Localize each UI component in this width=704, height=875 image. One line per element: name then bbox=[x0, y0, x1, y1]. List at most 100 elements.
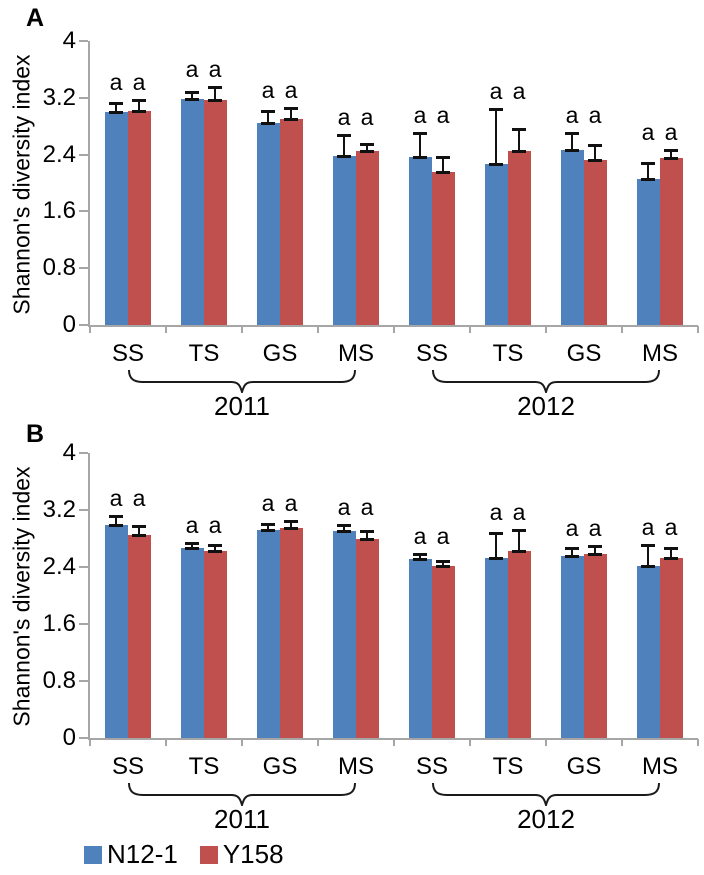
significance-letter: a bbox=[565, 515, 579, 542]
error-bar-cap-top bbox=[641, 543, 655, 547]
y-tick-mark bbox=[79, 40, 88, 42]
year-brace bbox=[432, 369, 660, 393]
bar-N12-1 bbox=[561, 556, 584, 738]
x-tick-mark bbox=[89, 739, 91, 746]
bar-Y158 bbox=[660, 158, 683, 325]
error-bar-stem bbox=[214, 544, 216, 552]
y-tick-label: 4 bbox=[62, 439, 76, 466]
error-bar-cap-top bbox=[261, 523, 275, 527]
significance-letter: a bbox=[436, 101, 450, 128]
year-brace bbox=[128, 782, 356, 806]
x-category-label: SS bbox=[415, 753, 448, 780]
error-bar-cap-top bbox=[261, 109, 275, 113]
error-bar-cap-top bbox=[109, 515, 123, 519]
error-bar-stem bbox=[366, 143, 368, 152]
error-bar-cap-bottom bbox=[360, 150, 374, 154]
error-bar-cap-bottom bbox=[565, 148, 579, 152]
error-bar-stem bbox=[442, 561, 444, 567]
x-category-label: SS bbox=[415, 340, 448, 367]
y-tick-label: 1.6 bbox=[42, 610, 76, 637]
significance-letter: a bbox=[132, 68, 146, 95]
error-bar-cap-bottom bbox=[132, 109, 146, 113]
y-tick-label: 2.4 bbox=[42, 553, 76, 580]
error-bar-stem bbox=[290, 107, 292, 120]
bar-Y158 bbox=[584, 554, 607, 738]
x-tick-mark bbox=[545, 739, 547, 746]
error-bar-cap-top bbox=[512, 528, 526, 532]
y-tick-mark bbox=[79, 566, 88, 568]
significance-letter: a bbox=[436, 523, 450, 550]
error-bar-stem bbox=[138, 99, 140, 111]
x-tick-mark bbox=[241, 326, 243, 333]
y-tick-mark bbox=[79, 153, 88, 156]
x-tick-mark bbox=[621, 326, 623, 333]
error-bar-stem bbox=[191, 542, 193, 549]
bar-N12-1 bbox=[105, 112, 128, 325]
error-bar-stem bbox=[518, 529, 520, 551]
error-bar-cap-bottom bbox=[109, 523, 123, 527]
error-bar-stem bbox=[495, 109, 497, 164]
y-tick-mark bbox=[79, 267, 88, 270]
error-bar-cap-top bbox=[208, 86, 222, 90]
bar-N12-1 bbox=[485, 557, 508, 738]
bar-Y158 bbox=[356, 539, 379, 738]
y-tick-label: 3.2 bbox=[42, 496, 76, 523]
error-bar-cap-bottom bbox=[588, 553, 602, 557]
error-bar-cap-bottom bbox=[284, 118, 298, 122]
x-tick-mark bbox=[241, 739, 243, 746]
y-tick-label: 0.8 bbox=[42, 667, 76, 694]
error-bar-stem bbox=[594, 546, 596, 555]
x-category-label: GS bbox=[262, 753, 298, 780]
bar-Y158 bbox=[660, 557, 683, 738]
error-bar-cap-top bbox=[360, 142, 374, 146]
error-bar-cap-top bbox=[132, 525, 146, 529]
significance-letter: a bbox=[185, 511, 199, 538]
y-tick-mark bbox=[79, 210, 88, 213]
error-bar-cap-bottom bbox=[185, 547, 199, 551]
error-bar-cap-bottom bbox=[337, 155, 351, 159]
bar-Y158 bbox=[508, 550, 531, 738]
error-bar-cap-top bbox=[664, 547, 678, 551]
bar-Y158 bbox=[432, 171, 455, 325]
y-tick-label: 4 bbox=[62, 27, 76, 54]
significance-letter: a bbox=[588, 515, 602, 542]
error-bar-stem bbox=[442, 156, 444, 172]
x-tick-mark bbox=[165, 326, 167, 333]
error-bar-cap-bottom bbox=[261, 528, 275, 532]
significance-letter: a bbox=[512, 498, 526, 525]
x-category-label: GS bbox=[566, 753, 602, 780]
error-bar-stem bbox=[191, 92, 193, 100]
y-tick-label: 2.4 bbox=[42, 140, 76, 168]
bar-N12-1 bbox=[333, 156, 356, 325]
error-bar-cap-bottom bbox=[208, 98, 222, 102]
significance-letter: a bbox=[208, 56, 222, 83]
bar-Y158 bbox=[204, 99, 227, 325]
significance-letter: a bbox=[588, 101, 602, 128]
error-bar-stem bbox=[267, 110, 269, 123]
error-bar-cap-bottom bbox=[664, 556, 678, 560]
x-tick-mark bbox=[697, 739, 699, 746]
significance-letter: a bbox=[641, 118, 655, 145]
panel-a-letter: A bbox=[26, 4, 45, 32]
error-bar-stem bbox=[343, 524, 345, 531]
significance-letter: a bbox=[284, 76, 298, 103]
x-tick-mark bbox=[89, 326, 91, 333]
panel-a-y-axis-title: Shannon's diversity index bbox=[8, 54, 35, 315]
x-category-label: TS bbox=[188, 753, 220, 780]
error-bar-stem bbox=[518, 129, 520, 152]
error-bar-stem bbox=[670, 149, 672, 159]
error-bar-cap-top bbox=[436, 155, 450, 159]
significance-letter: a bbox=[664, 118, 678, 145]
year-brace bbox=[432, 782, 660, 806]
x-tick-mark bbox=[697, 326, 699, 333]
legend-label-n12-1: N12-1 bbox=[107, 839, 178, 869]
y-tick-label: 3.2 bbox=[42, 83, 76, 111]
x-tick-mark bbox=[545, 326, 547, 333]
legend-item-n12-1: N12-1 bbox=[84, 839, 178, 870]
error-bar-stem bbox=[647, 544, 649, 566]
error-bar-cap-bottom bbox=[337, 529, 351, 533]
significance-letter: a bbox=[512, 78, 526, 105]
year-label: 2011 bbox=[214, 804, 270, 834]
significance-letter: a bbox=[261, 76, 275, 103]
y-tick-mark bbox=[79, 737, 88, 739]
